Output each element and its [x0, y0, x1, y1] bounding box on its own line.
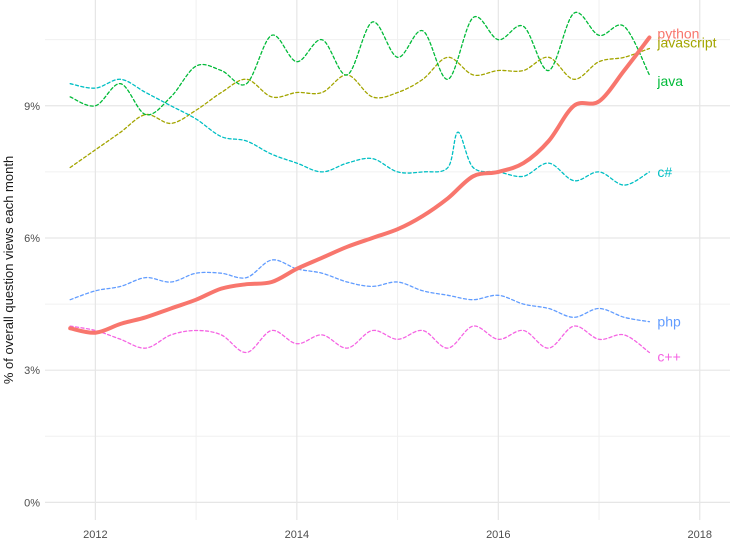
series-line-csharp [69, 78, 651, 186]
y-axis-ticks: 0% 3% 6% 9% [24, 101, 40, 510]
x-tick-label: 2014 [285, 529, 309, 541]
x-tick-label: 2012 [83, 529, 107, 541]
series-label-csharp: c# [657, 164, 672, 180]
y-tick-label: 0% [24, 497, 40, 509]
series-line-java [69, 11, 651, 116]
y-tick-label: 3% [24, 365, 40, 377]
x-axis-ticks: 2012 2014 2016 2018 [83, 529, 712, 541]
series-line-javascript [69, 47, 651, 169]
x-tick-label: 2018 [688, 529, 712, 541]
series-label-php: php [657, 314, 681, 330]
series-label-java: java [656, 73, 683, 89]
series-label-python: python [657, 25, 699, 41]
minor-gridlines [45, 0, 730, 520]
major-gridlines [45, 0, 730, 520]
y-tick-label: 9% [24, 101, 40, 113]
y-axis-title: % of overall question views each month [1, 156, 16, 384]
series-lines [68, 11, 652, 354]
series-label-javascript: javascript [656, 34, 716, 50]
x-tick-label: 2016 [486, 529, 510, 541]
series-line-python [68, 35, 652, 335]
series-line-cpp [69, 325, 651, 354]
y-tick-label: 6% [24, 233, 40, 245]
series-label-cpp: c++ [657, 349, 680, 365]
series-line-php [69, 259, 651, 323]
